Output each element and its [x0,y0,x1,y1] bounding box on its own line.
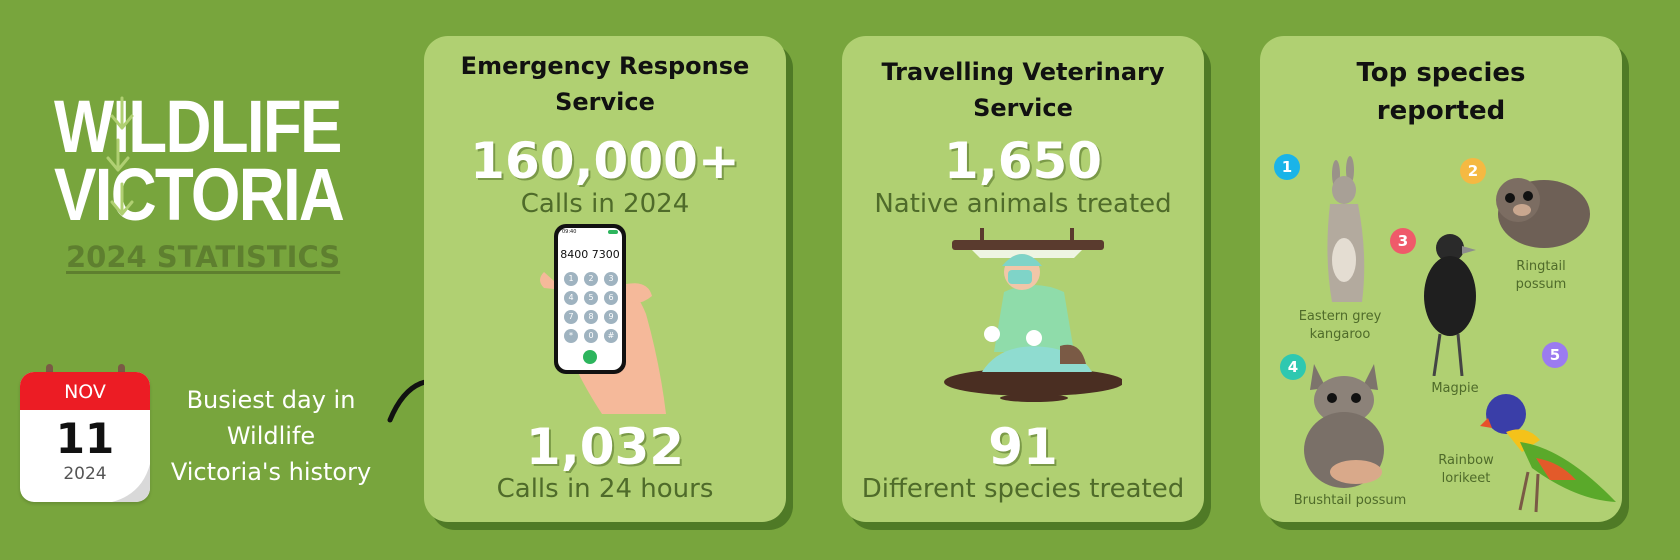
phone-in-hand-illustration: 09:40 8400 7300 1 2 3 4 5 6 7 8 9 * [536,224,666,424]
emergency-card: Emergency Response Service 160,000+ Call… [424,36,786,522]
species-label-3: Magpie [1431,381,1479,396]
vet-card: Travelling Veterinary Service 1,650 Nati… [842,36,1204,522]
vet-species-treated-label: Different species treated [861,474,1185,504]
kangaroo-icon [1327,156,1365,302]
emergency-calls-2024-label: Calls in 2024 [520,189,690,219]
species-card: Top species reported 1 Eastern grey kang… [1260,36,1622,522]
logo-line-2: VICTORIA [54,153,345,236]
key-star[interactable]: * [564,329,578,343]
species-title: Top species reported [1356,58,1526,126]
phone-body: 09:40 8400 7300 1 2 3 4 5 6 7 8 9 * [554,224,626,374]
species-label-1: Eastern grey kangaroo [1298,309,1382,342]
key-9[interactable]: 9 [604,310,618,324]
key-5[interactable]: 5 [584,291,598,305]
page-curl-icon [112,464,150,502]
emergency-calls-24h-value: 1,032 [525,418,685,476]
magpie-icon [1424,234,1476,376]
phone-time: 09:40 [562,229,577,235]
vet-title: Travelling Veterinary Service [881,58,1165,122]
phone-screen: 09:40 8400 7300 1 2 3 4 5 6 7 8 9 * [558,228,622,370]
calendar-year: 2024 [63,464,107,484]
phone-keypad: 1 2 3 4 5 6 7 8 9 * 0 # [564,272,618,343]
rank-badge-2: 2 [1460,158,1486,184]
species-label-5: Rainbow lorikeet [1438,453,1494,486]
vet-species-treated-value: 91 [988,418,1058,476]
rank-badge-4: 4 [1280,354,1306,380]
emergency-calls-2024-value: 160,000+ [470,132,740,190]
call-button-icon[interactable] [583,350,597,364]
vet-animals-treated-value: 1,650 [943,132,1103,190]
battery-icon [608,230,618,234]
ringtail-possum-icon [1496,178,1590,248]
species-label-2: Ringtail possum [1515,259,1567,292]
emergency-title: Emergency Response Service [460,52,750,116]
key-0[interactable]: 0 [584,329,598,343]
busiest-day-text: Busiest day in Wildlife Victoria's histo… [170,386,372,486]
rainbow-lorikeet-icon [1480,394,1616,513]
thumb-icon [626,283,652,338]
stats-title: 2024 STATISTICS [66,240,341,274]
key-4[interactable]: 4 [564,291,578,305]
rank-badge-5: 5 [1542,342,1568,368]
species-label-4: Brushtail possum [1293,493,1407,508]
calendar-day: 11 [55,414,115,463]
emergency-calls-24h-label: Calls in 24 hours [496,474,714,504]
key-6[interactable]: 6 [604,291,618,305]
key-8[interactable]: 8 [584,310,598,324]
key-2[interactable]: 2 [584,272,598,286]
key-3[interactable]: 3 [604,272,618,286]
key-1[interactable]: 1 [564,272,578,286]
calendar-month: NOV [20,372,150,410]
rank-badge-1: 1 [1274,154,1300,180]
logo-line-1: WILDLIFE [54,85,342,168]
bird-footprint-icon [106,96,134,216]
brushtail-possum-icon [1304,364,1384,488]
key-7[interactable]: 7 [564,310,578,324]
rank-badge-3: 3 [1390,228,1416,254]
vet-treating-animal-illustration [944,228,1122,402]
vet-animals-treated-label: Native animals treated [874,189,1172,219]
phone-number: 8400 7300 [560,248,620,261]
calendar-icon: NOV 11 2024 [20,372,150,502]
key-hash[interactable]: # [604,329,618,343]
